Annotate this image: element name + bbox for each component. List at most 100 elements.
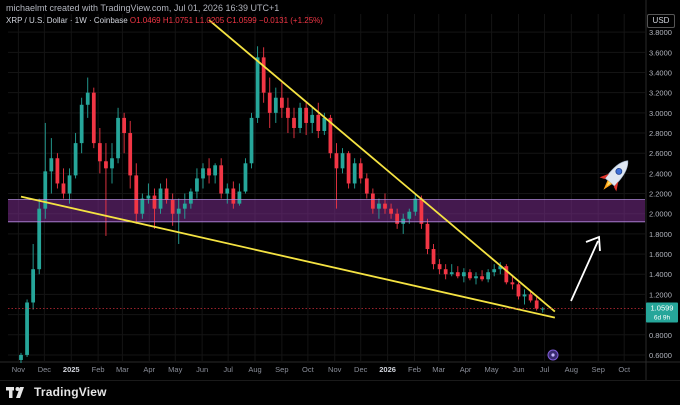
symbol-legend[interactable]: XRP / U.S. Dollar · 1W · Coinbase O1.046…: [6, 16, 323, 25]
last-price-value: 1.0599: [651, 304, 674, 313]
symbol-title: XRP / U.S. Dollar · 1W · Coinbase: [6, 16, 128, 25]
candle: [237, 183, 242, 206]
candle: [286, 97, 290, 134]
candle: [310, 107, 315, 134]
trendline-lower[interactable]: [20, 195, 556, 319]
candle: [370, 188, 375, 214]
trendlines: [8, 19, 645, 319]
candle: [468, 269, 472, 281]
candle: [176, 198, 181, 244]
y-tick-label: 3.0000: [649, 109, 672, 118]
y-tick-label: 1.2000: [649, 290, 672, 299]
candle: [261, 47, 266, 103]
x-tick-label: Jul: [223, 365, 233, 374]
candle: [134, 163, 139, 224]
candle-countdown: 6d 9h: [654, 315, 671, 322]
x-tick-label: Mar: [432, 365, 445, 374]
candle: [231, 181, 236, 209]
y-tick-label: 0.6000: [649, 351, 672, 360]
candle: [61, 168, 66, 199]
candle: [407, 208, 412, 224]
y-tick-label: 2.2000: [649, 190, 672, 199]
price-axis[interactable]: 0.60000.80001.00001.20001.40001.60001.80…: [649, 28, 672, 360]
candle: [364, 173, 369, 199]
rocket-icon: [599, 160, 629, 192]
x-tick-label: Nov: [328, 365, 342, 374]
ohlc-values: O1.0469 H1.0751 L1.0205 C1.0599 −0.0131 …: [129, 16, 323, 25]
candle: [146, 183, 151, 204]
y-tick-label: 1.6000: [649, 250, 672, 259]
candle: [188, 188, 193, 209]
candle: [97, 127, 102, 174]
candle: [298, 102, 302, 134]
time-axis[interactable]: Nov Dec 2025 Feb Mar Apr May Jun Jul Aug Sep Oct Nov…: [12, 365, 631, 374]
x-tick-label: Dec: [354, 365, 368, 374]
candle: [401, 213, 406, 234]
candle: [534, 296, 539, 311]
candle: [492, 264, 497, 277]
candle: [140, 193, 145, 219]
candle: [110, 143, 114, 184]
y-tick-label: 2.8000: [649, 129, 672, 138]
x-tick-label: May: [485, 365, 499, 374]
up-arrow-icon: [570, 235, 601, 302]
x-tick-label: Feb: [92, 365, 105, 374]
candle: [91, 87, 96, 149]
candle: [528, 290, 533, 303]
candle: [116, 107, 120, 164]
candle: [522, 289, 527, 305]
candle: [219, 158, 224, 199]
candle: [128, 120, 133, 189]
candle: [334, 143, 339, 209]
candle: [437, 259, 442, 275]
candle: [25, 299, 29, 357]
candle: [346, 151, 351, 189]
x-tick-label: May: [168, 365, 182, 374]
candle: [504, 264, 509, 285]
x-tick-label: Jul: [540, 365, 550, 374]
candle: [540, 307, 545, 313]
event-marker-icon[interactable]: [547, 349, 559, 361]
candle: [55, 153, 60, 189]
candle: [201, 163, 205, 189]
candle: [255, 46, 260, 123]
candle: [516, 282, 521, 300]
candle: [480, 270, 484, 282]
candle: [273, 87, 278, 123]
candle: [352, 158, 357, 189]
candle: [207, 158, 211, 184]
candle: [304, 102, 309, 136]
x-tick-label: 2025: [63, 365, 80, 374]
tradingview-logo-icon: [6, 387, 24, 398]
currency-label[interactable]: USD: [647, 14, 675, 28]
footer-bar: TradingView: [0, 380, 680, 405]
candles: [19, 46, 545, 364]
candle: [73, 133, 78, 179]
candle: [340, 148, 345, 174]
candle: [449, 264, 454, 277]
candle: [79, 97, 84, 154]
candle: [486, 269, 491, 283]
candle: [431, 243, 436, 270]
candle: [249, 112, 254, 169]
x-tick-label: Aug: [565, 365, 578, 374]
x-tick-label: Sep: [592, 365, 605, 374]
candle: [152, 188, 157, 229]
brand[interactable]: TradingView: [6, 385, 107, 399]
candle: [419, 195, 424, 229]
x-tick-label: Oct: [302, 365, 315, 374]
candle: [225, 183, 230, 204]
candle: [358, 158, 363, 184]
candle: [474, 272, 478, 285]
x-tick-label: Jun: [512, 365, 524, 374]
y-tick-label: 2.4000: [649, 169, 672, 178]
y-tick-label: 2.6000: [649, 149, 672, 158]
candle: [292, 107, 296, 139]
candle: [267, 77, 272, 128]
price-chart[interactable]: 0.60000.80001.00001.20001.40001.60001.80…: [0, 0, 680, 380]
candle: [425, 218, 430, 255]
y-tick-label: 1.4000: [649, 270, 672, 279]
candle: [122, 112, 127, 154]
x-tick-label: Apr: [143, 365, 155, 374]
trendline-upper[interactable]: [208, 19, 556, 313]
